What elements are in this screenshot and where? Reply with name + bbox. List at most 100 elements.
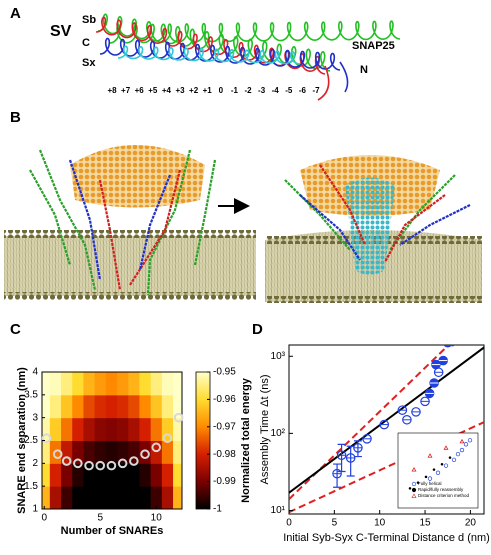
heat-cell <box>42 486 51 509</box>
heat-cell <box>72 417 84 441</box>
panel-a: SV Sb C Sx SNAP25 N +8 +7 +6 +5 +4 +3 +2 +1 0 -1-… <box>50 13 401 101</box>
snare-strand <box>284 179 351 251</box>
n-terminal-label: N <box>360 64 368 76</box>
heat-cell <box>128 486 140 509</box>
point <box>106 460 117 471</box>
heat-cell <box>128 463 140 487</box>
heat-cell <box>61 440 73 464</box>
membrane-heads <box>4 292 256 300</box>
heat-cell <box>94 394 107 419</box>
point <box>73 458 83 469</box>
heat-cell <box>117 440 129 464</box>
heatmap <box>42 372 182 509</box>
error-bar <box>337 443 346 473</box>
snare-strand <box>399 204 471 246</box>
x-tick-label: 5 <box>332 518 338 529</box>
snap25-label: SNAP25 <box>352 40 395 52</box>
heat-cell <box>94 372 107 396</box>
plot-area <box>408 438 473 490</box>
y-tick-label: 2 <box>32 458 38 469</box>
heat-cell <box>72 394 84 419</box>
fit-line <box>289 346 484 494</box>
heat-cell <box>49 486 62 509</box>
point <box>451 457 457 463</box>
y-tick-label: 10² <box>271 428 286 439</box>
layer-label: -5 <box>285 86 293 95</box>
heat-cell <box>128 417 140 441</box>
panel-label: C <box>10 321 21 338</box>
heat-cell <box>61 372 73 396</box>
membrane-heads <box>4 230 256 238</box>
membrane-heads <box>265 296 482 303</box>
layer-label: +3 <box>175 86 185 95</box>
point <box>140 449 150 460</box>
layer-label: +2 <box>189 86 199 95</box>
heat-cell <box>139 463 152 487</box>
heat-cell <box>161 372 174 396</box>
point <box>432 468 436 471</box>
plot-area <box>289 345 484 514</box>
y-tick-label: 2.5 <box>24 435 38 446</box>
point <box>467 438 473 443</box>
helix <box>99 37 341 71</box>
heat-cell <box>128 372 140 396</box>
point <box>448 456 452 459</box>
layer-label: +5 <box>148 86 158 95</box>
snare-strand <box>138 174 172 271</box>
point <box>173 412 184 423</box>
heat-cell <box>42 463 51 487</box>
point <box>411 467 417 472</box>
x-axis-label: Number of SNAREs <box>61 525 164 537</box>
layer-label: +7 <box>121 86 131 95</box>
error-bar <box>333 463 342 488</box>
layer-label: -4 <box>272 86 280 95</box>
y-axis-label: SNARE end separation (nm) <box>16 367 28 514</box>
panel-label: D <box>252 321 263 338</box>
heat-cell <box>161 417 174 441</box>
layer-label: +6 <box>135 86 145 95</box>
point <box>443 445 449 450</box>
x-tick-label: 5 <box>97 513 103 524</box>
heat-cell <box>150 463 163 487</box>
point <box>129 456 139 466</box>
heat-cell <box>72 372 84 396</box>
heat-cell <box>139 417 152 441</box>
snare-strand <box>193 159 217 266</box>
layer-label: -1 <box>231 86 239 95</box>
point <box>151 442 162 453</box>
heat-cell <box>61 486 73 509</box>
heat-cell <box>161 394 174 419</box>
point <box>443 463 449 468</box>
heat-cell <box>150 372 163 396</box>
point <box>61 456 72 466</box>
point <box>427 476 433 481</box>
y-tick-label: 10¹ <box>271 505 286 516</box>
x-tick-label: 20 <box>465 518 477 529</box>
heat-cell <box>61 417 73 441</box>
heat-cell <box>72 440 84 464</box>
heat-cell <box>49 372 62 396</box>
vesicle <box>70 145 205 208</box>
layer-label: +4 <box>162 86 172 95</box>
colorbar-label: Normalized total energy <box>240 377 252 503</box>
x-tick-label: 10 <box>151 513 163 524</box>
heat-cell <box>173 394 182 419</box>
helix <box>117 45 301 65</box>
heat-cell <box>173 463 182 487</box>
colorbar-tick-label: -0.97 <box>213 421 236 432</box>
point <box>463 442 469 447</box>
point <box>408 487 412 490</box>
point <box>95 460 106 471</box>
y-tick-label: 3 <box>32 412 38 423</box>
x-tick-label: 0 <box>286 518 292 529</box>
heat-cell <box>128 440 140 464</box>
sv-label: SV <box>50 23 72 40</box>
c-terminal-label: C <box>82 37 90 49</box>
y-axis-label: Assembly Time Δt (ns) <box>259 374 271 484</box>
heat-cell <box>61 463 73 487</box>
heat-cell <box>173 486 182 509</box>
point <box>117 458 128 469</box>
layer-label: 0 <box>219 86 224 95</box>
linker <box>339 61 349 93</box>
